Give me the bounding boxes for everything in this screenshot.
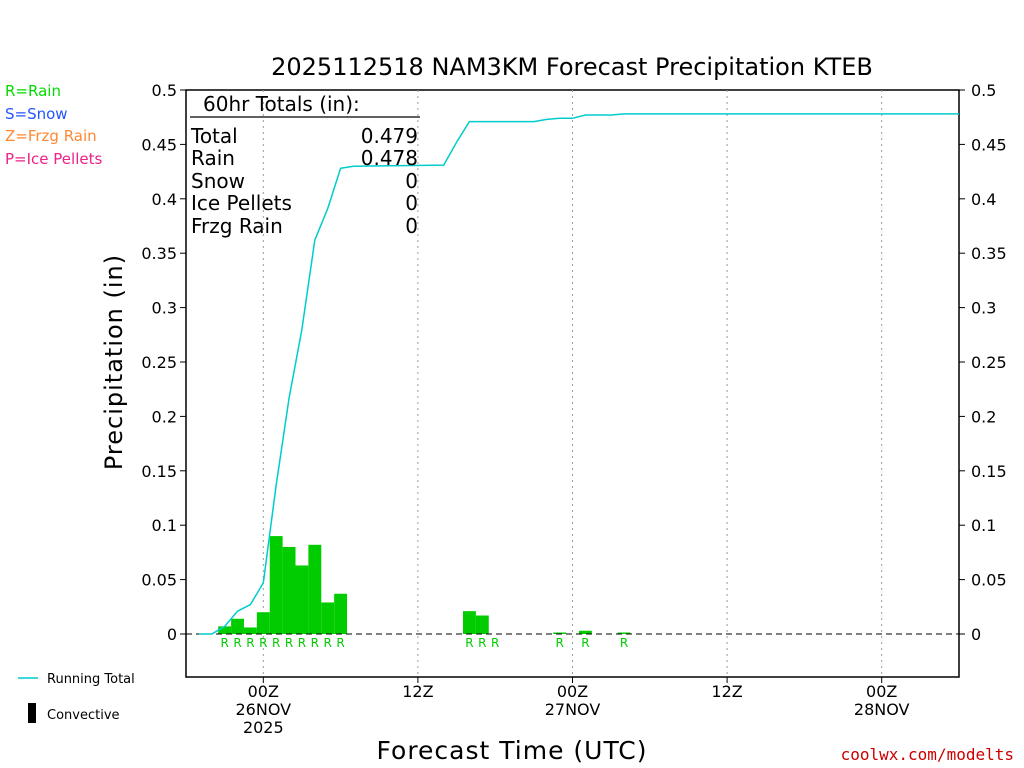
x-tick-label-1-1: 12Z <box>402 682 433 701</box>
y-tick-label-left-8: 0.1 <box>152 516 177 535</box>
precip-bar-10 <box>462 611 476 634</box>
x-tick-label-4-2: 28NOV <box>854 700 910 719</box>
y-tick-label-left-9: 0.05 <box>141 571 177 590</box>
ptype-marker-5: R <box>285 636 293 650</box>
x-tick-label-0-3: 2025 <box>243 718 284 737</box>
ptype-marker-0: R <box>220 636 228 650</box>
running-total-label: Running Total <box>47 672 135 687</box>
totals-value-ice-pellets: 0 <box>405 191 418 215</box>
y-tick-label-left-10: 0 <box>167 625 177 644</box>
precip-bar-1 <box>231 618 244 634</box>
totals-box: 60hr Totals (in): Total 0.479 Rain 0.478… <box>190 92 420 238</box>
ptype-marker-9: R <box>336 636 344 650</box>
ptype-marker-12: R <box>491 636 499 650</box>
ptype-legend: R=Rain S=Snow Z=Frzg Rain P=Ice Pellets <box>5 82 102 168</box>
ptype-marker-2: R <box>246 636 254 650</box>
ptype-marker-4: R <box>272 636 280 650</box>
precip-bar-7 <box>308 544 322 634</box>
x-tick-label-2-2: 27NOV <box>545 700 601 719</box>
precip-bar-6 <box>295 565 309 634</box>
totals-label-rain: Rain <box>191 146 235 170</box>
running-total-line <box>198 113 959 635</box>
y-tick-label-right-6: 0.2 <box>971 407 996 426</box>
x-tick-label-4-1: 00Z <box>866 682 897 701</box>
totals-label-snow: Snow <box>191 169 245 193</box>
y-tick-label-left-1: 0.45 <box>141 135 177 154</box>
ptype-marker-8: R <box>324 636 332 650</box>
totals-label-freezing-rain: Frzg Rain <box>191 214 283 238</box>
precip-bars <box>218 536 631 634</box>
totals-value-snow: 0 <box>405 169 418 193</box>
totals-label-ice-pellets: Ice Pellets <box>191 191 292 215</box>
y-tick-label-right-2: 0.4 <box>971 190 996 209</box>
y-tick-label-left-4: 0.3 <box>152 299 177 318</box>
totals-value-total: 0.479 <box>361 124 418 148</box>
x-tick-label-3-1: 12Z <box>711 682 742 701</box>
y-tick-label-right-4: 0.3 <box>971 299 996 318</box>
y-tick-label-right-7: 0.15 <box>971 462 1007 481</box>
legend-freezing-rain: Z=Frzg Rain <box>5 127 97 145</box>
precip-bar-0 <box>218 626 232 634</box>
legend-snow: S=Snow <box>5 105 68 123</box>
ptype-marker-14: R <box>581 636 589 650</box>
ptype-marker-10: R <box>465 636 473 650</box>
chart-title: 2025112518 NAM3KM Forecast Precipitation… <box>271 53 873 81</box>
y-tick-label-left-5: 0.25 <box>141 353 177 372</box>
y-tick-label-right-5: 0.25 <box>971 353 1007 372</box>
y-tick-label-right-0: 0.5 <box>971 81 996 100</box>
ptype-marker-7: R <box>311 636 319 650</box>
ptype-marker-15: R <box>620 636 628 650</box>
precip-bar-4 <box>269 536 283 634</box>
y-tick-label-left-0: 0.5 <box>152 81 177 100</box>
ptype-marker-6: R <box>298 636 306 650</box>
ptype-marker-1: R <box>233 636 241 650</box>
legend-ice-pellets: P=Ice Pellets <box>5 150 102 168</box>
x-tick-label-0-1: 00Z <box>248 682 279 701</box>
precip-bar-11 <box>475 615 489 634</box>
y-tick-label-left-6: 0.2 <box>152 407 177 426</box>
ptype-marker-3: R <box>259 636 267 650</box>
y-tick-label-left-7: 0.15 <box>141 462 177 481</box>
precip-bar-14 <box>578 630 592 634</box>
precip-bar-15 <box>617 632 631 634</box>
grid-lines <box>262 90 883 677</box>
convective-swatch <box>28 703 36 723</box>
y-tick-label-right-10: 0 <box>971 625 981 644</box>
precip-bar-9 <box>334 593 348 634</box>
y-axis-ticks: 0.5 0.5 0.45 0.45 0.4 0.4 0.35 0.35 0.3 0.3 0.25 0.… <box>141 81 1006 644</box>
x-tick-label-2-1: 00Z <box>557 682 588 701</box>
series-legend: Running Total Convective <box>18 672 135 723</box>
y-tick-label-right-1: 0.45 <box>971 135 1007 154</box>
totals-value-rain: 0.478 <box>361 146 418 170</box>
x-tick-label-0-2: 26NOV <box>236 700 292 719</box>
totals-header: 60hr Totals (in): <box>203 92 360 116</box>
y-tick-label-left-2: 0.4 <box>152 190 177 209</box>
precip-bar-13 <box>553 632 567 634</box>
x-axis-title: Forecast Time (UTC) <box>377 736 648 765</box>
y-tick-label-right-8: 0.1 <box>971 516 996 535</box>
ptype-marker-11: R <box>478 636 486 650</box>
precip-bar-2 <box>243 627 257 634</box>
precip-bar-5 <box>282 546 296 634</box>
convective-label: Convective <box>47 708 120 723</box>
y-tick-label-right-3: 0.35 <box>971 244 1007 263</box>
y-tick-label-right-9: 0.05 <box>971 571 1007 590</box>
precip-bar-8 <box>321 602 335 634</box>
y-axis-title: Precipitation (in) <box>100 254 128 470</box>
totals-value-freezing-rain: 0 <box>405 214 418 238</box>
totals-label-total: Total <box>190 124 238 148</box>
ptype-marker-13: R <box>555 636 563 650</box>
legend-rain: R=Rain <box>5 82 61 100</box>
precip-bar-3 <box>256 612 270 634</box>
y-tick-label-left-3: 0.35 <box>141 244 177 263</box>
credit-text: coolwx.com/modelts <box>841 745 1014 764</box>
